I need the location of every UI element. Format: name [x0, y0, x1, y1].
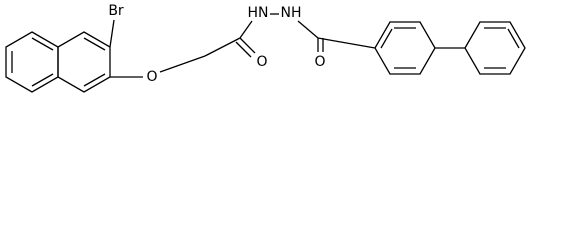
bonds — [5, 13, 526, 93]
bond — [204, 37, 241, 57]
double-bond — [31, 73, 54, 87]
double-bond — [83, 37, 106, 51]
bond — [239, 20, 253, 39]
atom-label: O — [146, 69, 157, 85]
double-bond — [235, 41, 252, 58]
atom-label: O — [314, 54, 325, 70]
atom-label: Br — [108, 3, 124, 19]
ring — [57, 31, 111, 93]
ring — [464, 21, 526, 75]
double-bond — [83, 73, 106, 87]
ring — [5, 31, 59, 93]
bond — [109, 19, 115, 48]
bond — [239, 37, 256, 54]
atom-label: HN — [248, 5, 269, 21]
bond — [159, 55, 206, 73]
atom-label: O — [256, 54, 267, 70]
double-bond — [380, 28, 393, 49]
double-bond — [507, 28, 520, 49]
atom-label: NH — [281, 5, 302, 21]
structure: Br O O HN NH O — [5, 3, 526, 93]
bond — [317, 37, 376, 49]
ring — [374, 21, 436, 75]
double-bond — [31, 37, 54, 51]
bond — [297, 20, 319, 39]
page: Br O O HN NH O (() => { const data = JSO… — [5, 3, 526, 93]
